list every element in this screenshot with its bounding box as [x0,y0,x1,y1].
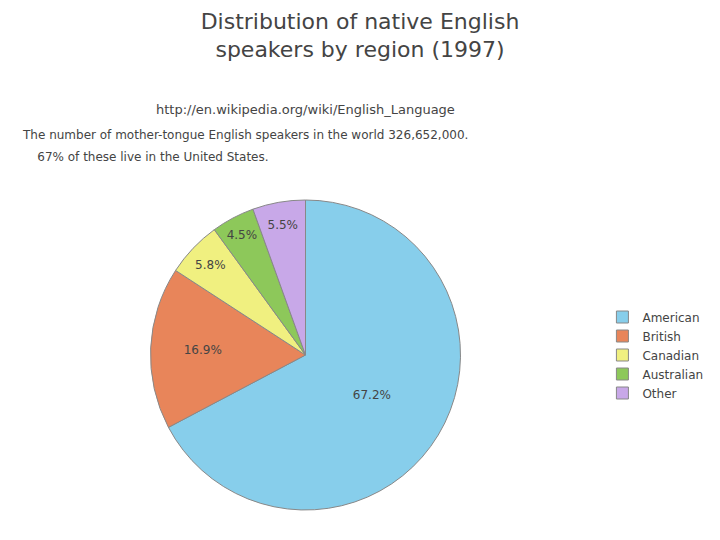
svg-text:Other: Other [642,387,676,401]
svg-text:Australian: Australian [642,368,703,382]
svg-text:5.8%: 5.8% [195,258,226,272]
svg-text:Canadian: Canadian [642,349,699,363]
svg-text:4.5%: 4.5% [227,228,257,242]
svg-text:The number of mother-tongue En: The number of mother-tongue English spea… [22,128,468,142]
svg-text:5.5%: 5.5% [267,218,298,232]
svg-text:American: American [642,311,699,325]
svg-text:http://en.wikipedia.org/wiki/E: http://en.wikipedia.org/wiki/English_Lan… [156,102,455,117]
svg-text:67% of these live in the Unite: 67% of these live in the United States. [22,150,269,164]
svg-text:British: British [642,330,680,344]
svg-text:67.2%: 67.2% [353,388,391,402]
svg-text:Distribution of native English: Distribution of native Englishspeakers b… [201,9,520,63]
svg-text:16.9%: 16.9% [184,343,222,357]
